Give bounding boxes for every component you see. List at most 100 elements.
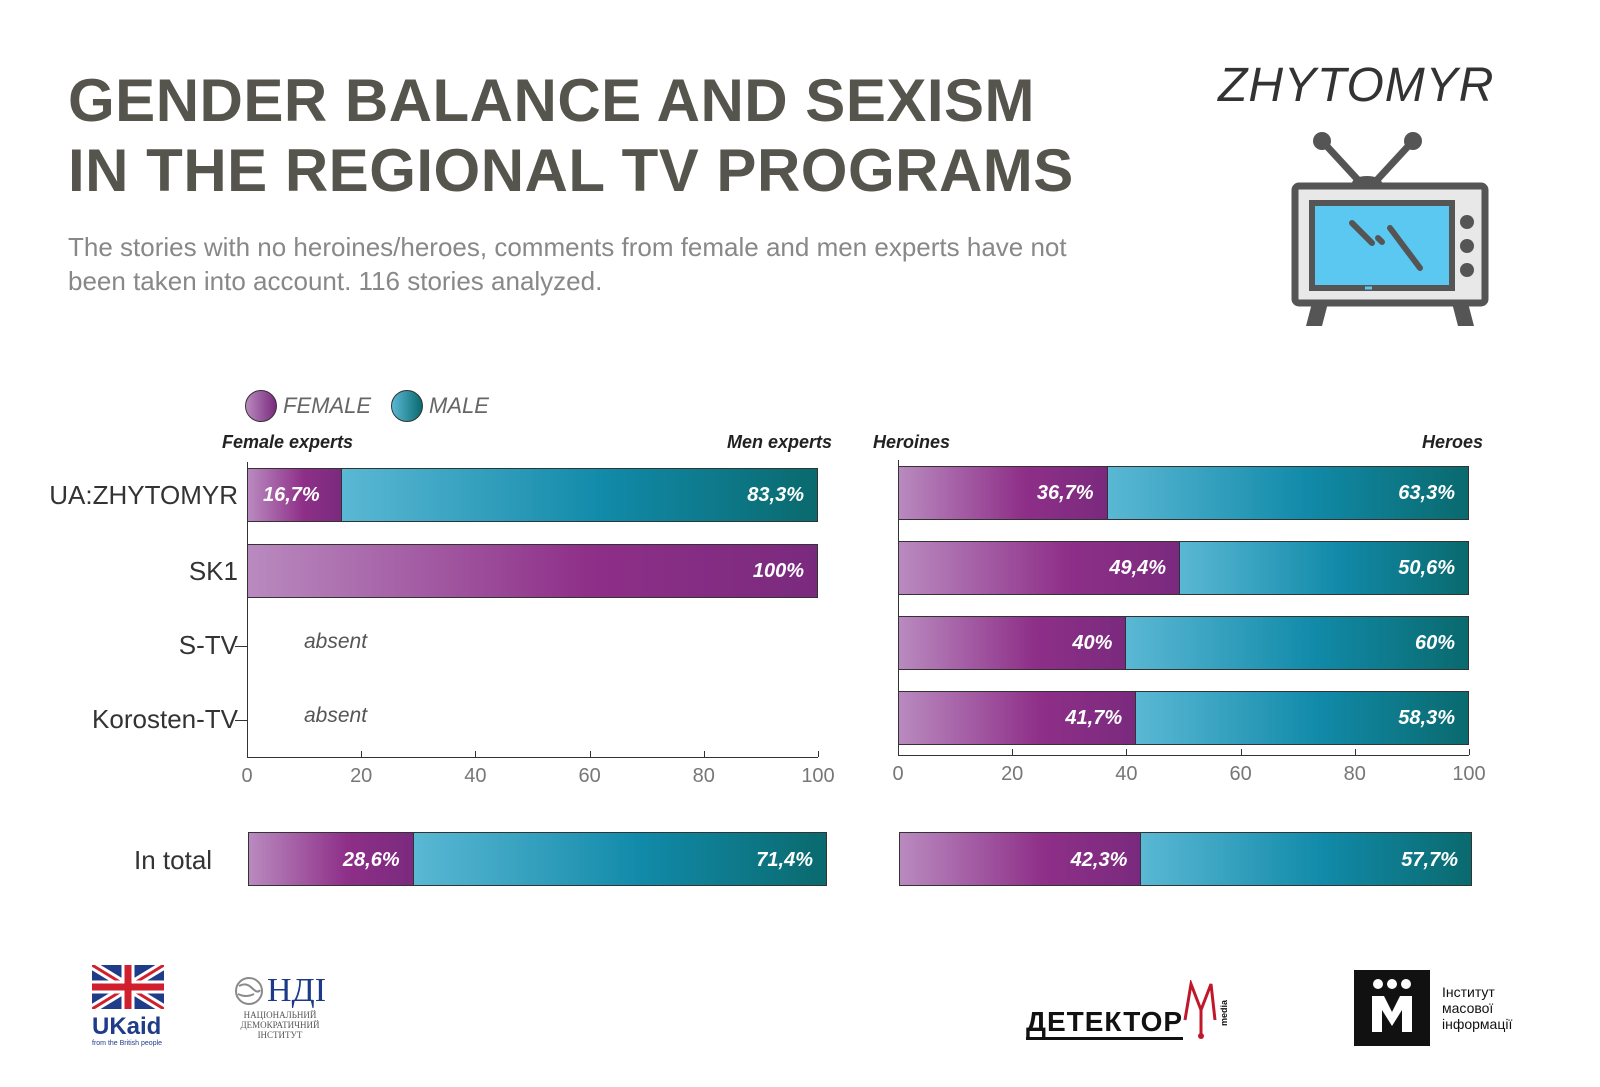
detector-m-icon [1183,980,1217,1039]
chart-0-tick-label: 0 [241,765,253,787]
chart-0-x-axis [247,757,818,758]
male-bar [1125,616,1469,670]
chart-0-tick-label: 60 [578,765,601,787]
chart-0-tick-label: 100 [801,765,835,787]
female-value-label: 36,7% [1036,482,1094,504]
female-bar [898,691,1137,745]
female-bar [898,466,1108,520]
subtitle: The stories with no heroines/heroes, com… [68,232,1067,296]
city-name: ZHYTOMYR [1218,59,1495,112]
female-bar [247,468,343,522]
chart-0-tick [361,751,363,757]
category-label: SK1 [188,556,238,586]
chart-0-tick [247,751,248,757]
male-value-label: 60% [1414,632,1455,654]
chart-1-tick-label: 100 [1452,763,1486,785]
imi-line-1: Інститут [1442,984,1495,1000]
imi-m-icon [1354,970,1430,1046]
imi-logo: Інститут масової інформації [1354,970,1512,1046]
chart-1-tick-label: 80 [1343,763,1366,785]
female-swatch [245,390,277,422]
female-value-label: 100% [752,560,804,582]
legend-female-label: FEMALE [283,393,372,418]
total-male-bar [1140,832,1472,886]
male-bar [341,468,818,522]
chart-0-left-header: Female experts [222,432,354,452]
chart-1-tick [1126,749,1128,755]
female-value-label: 41,7% [1065,707,1123,729]
title-line-2: IN THE REGIONAL TV PROGRAMS [68,137,1074,204]
chart-1-left-header: Heroines [873,432,951,452]
chart-1-tick [898,749,899,755]
ndi-sub-2: ДЕМОКРАТИЧНИЙ [240,1020,320,1030]
chart-0-y-axis [247,462,248,757]
imi-line-3: інформації [1442,1016,1513,1032]
chart-1-tick-label: 60 [1229,763,1252,785]
female-bar [898,616,1127,670]
chart-0-tick-label: 20 [350,765,373,787]
total-female-value: 28,6% [342,849,400,871]
chart-1-x-axis [898,755,1469,756]
chart-0-tick [589,751,591,757]
chart-1-tick-label: 20 [1001,763,1024,785]
total-male-value: 71,4% [756,849,813,871]
chart-1-tick-label: 0 [892,763,904,785]
legend-male-label: MALE [429,393,489,418]
male-bar [1106,466,1469,520]
category-label: Korosten-TV [92,704,238,734]
ndi-sub-3: ІНСТИТУТ [257,1030,303,1040]
total-male-value: 57,7% [1401,849,1458,871]
tv-icon [1291,132,1489,326]
chart-0-tick [703,751,705,757]
chart-0-tick-label: 80 [692,765,715,787]
chart-0-right-header: Men experts [726,432,832,452]
male-bar [1135,691,1469,745]
absent-tick [235,646,247,647]
total-male-bar [412,832,827,886]
detector-media-text: media [1219,999,1230,1026]
chart-1-tick [1354,749,1356,755]
globe-icon [234,977,263,1005]
detector-text: ДЕТЕКТОР [1026,1007,1184,1040]
title-line-1: GENDER BALANCE AND SEXISM [68,67,1036,134]
male-swatch [391,390,424,422]
total-label: In total [134,845,213,875]
chart-0-tick-label: 40 [464,765,487,787]
detector-media-logo: ДЕТЕКТОР media [1026,980,1229,1040]
legend: FEMALE MALE [245,390,509,422]
chart-0-tick [818,751,819,757]
ukaid-subtext: from the British people [92,1040,163,1047]
female-value-label: 40% [1072,632,1113,654]
absent-tick [235,720,247,721]
chart-1-tick [1240,749,1242,755]
chart-1-tick [1012,749,1014,755]
absent-label: absent [304,704,368,727]
male-value-label: 83,3% [747,484,804,506]
category-label: S-TV [178,630,238,660]
imi-line-2: масової [1442,1000,1494,1016]
female-bar [898,541,1181,595]
male-value-label: 58,3% [1398,707,1455,729]
male-bar [1179,541,1469,595]
page-title: GENDER BALANCE AND SEXISM IN THE REGIONA… [68,66,1074,206]
absent-label: absent [304,630,368,653]
chart-1-right-header: Heroes [1421,432,1483,452]
chart-0-tick [475,751,477,757]
female-bar [247,544,818,598]
male-value-label: 50,6% [1398,557,1455,579]
female-value-label: 49,4% [1109,557,1167,579]
total-female-bar [248,832,414,886]
chart-1-tick [1469,749,1470,755]
male-value-label: 63,3% [1398,482,1455,504]
union-flag-icon [89,961,167,1013]
ndi-sub-1: НАЦІОНАЛЬНИЙ [243,1010,317,1020]
ndi-text: НДІ [266,972,327,1009]
chart-1-tick-label: 40 [1115,763,1138,785]
category-label: UA:ZHYTOMYR [49,480,238,510]
ndi-logo: НДІ НАЦІОНАЛЬНИЙ ДЕМОКРАТИЧНИЙ ІНСТИТУТ [225,972,335,1040]
ukaid-logo: UKaid from the British people [89,961,182,1047]
chart-1-y-axis [898,460,899,755]
female-value-label: 16,7% [263,484,320,506]
total-female-value: 42,3% [1070,849,1128,871]
ukaid-text: UKaid [92,1013,162,1040]
